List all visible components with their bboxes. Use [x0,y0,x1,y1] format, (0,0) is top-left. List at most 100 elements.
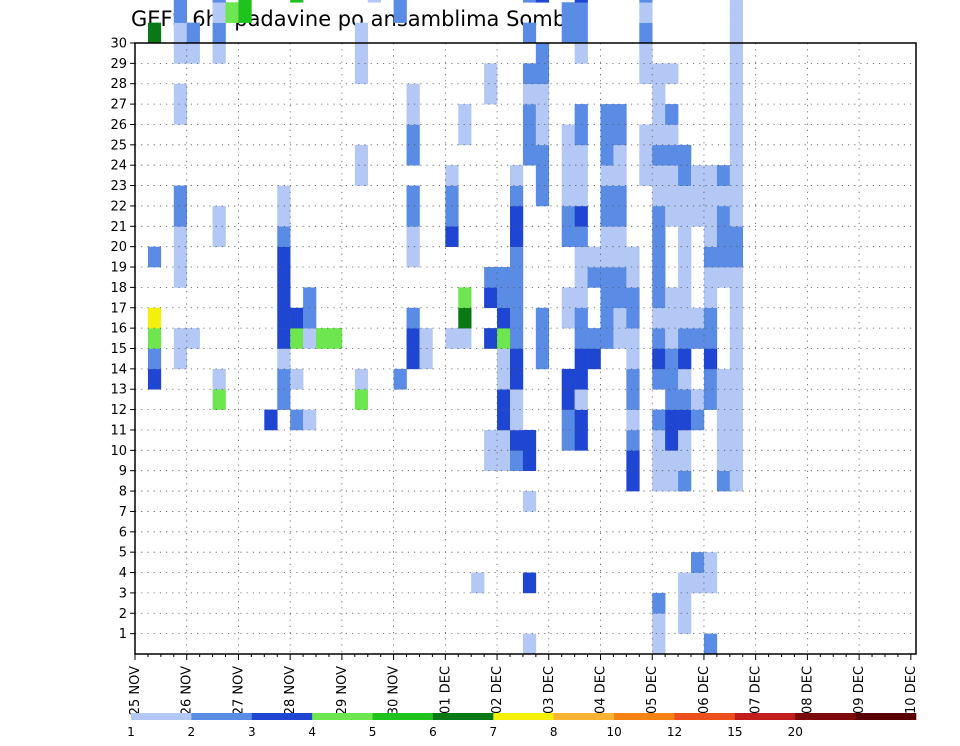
heatmap-cell [729,0,744,3]
heatmap-cell [406,348,420,370]
heatmap-cell [703,205,718,227]
heatmap-cell [316,328,330,349]
heatmap-cell [406,246,420,268]
heatmap-cell [522,429,537,451]
heatmap-cell [678,144,692,166]
heatmap-cell [691,409,705,431]
legend-swatch [312,713,373,720]
heatmap-cell [678,572,692,594]
x-tick-label: 26 NOV [180,666,195,715]
heatmap-cell [173,267,188,288]
heatmap-cell [600,124,614,146]
heatmap-cell [186,328,200,349]
heatmap-cell [303,307,317,329]
y-tick-label: 13 [110,383,127,398]
heatmap-cell [652,307,666,329]
heatmap-cell [652,63,666,85]
heatmap-cell [406,185,420,207]
y-tick-label: 5 [119,546,127,561]
heatmap-cell [354,368,369,390]
heatmap-cell [509,429,524,451]
heatmap-cell [652,613,666,634]
heatmap-cell [535,43,550,64]
heatmap-cell [639,43,653,64]
heatmap-cell [290,409,304,431]
heatmap-cell [626,429,640,451]
heatmap-cell [497,409,511,431]
heatmap-cell [535,0,550,3]
heatmap-cell [652,144,666,166]
x-tick-label: 30 NOV [387,666,402,715]
heatmap-cell [639,144,653,166]
heatmap-cell [561,144,575,166]
y-tick-label: 23 [110,179,127,194]
heatmap-cell [678,328,692,349]
heatmap-cell [173,43,188,64]
heatmap-cell [587,246,601,268]
heatmap-cell [535,144,550,166]
heatmap-cell [212,205,226,227]
heatmap-cell [419,328,433,349]
heatmap-cell [600,104,614,125]
x-tick-label: 09 DEC [852,666,867,714]
legend-label: 2 [188,725,196,739]
heatmap-cell [522,450,537,471]
y-tick-label: 25 [110,138,127,153]
heatmap-cell [212,22,226,44]
heatmap-cell [535,185,550,207]
y-tick-label: 2 [119,607,127,622]
y-tick-label: 21 [110,220,127,235]
heatmap-cell [522,22,537,44]
heatmap-cell [535,328,550,349]
heatmap-cell [147,328,162,349]
x-tick-label: 04 DEC [594,666,609,714]
x-tick-label: 29 NOV [335,666,350,715]
heatmap-cell [665,165,679,186]
heatmap-cell [561,22,575,44]
heatmap-cell [561,185,575,207]
heatmap-cell [277,307,291,329]
heatmap-cell [574,389,588,410]
y-tick-label: 20 [110,240,127,255]
heatmap-cell [574,246,588,268]
heatmap-cell [290,368,304,390]
heatmap-cell [626,450,640,471]
heatmap-cell [354,43,369,64]
heatmap-cell [277,205,291,227]
legend-swatch [191,713,253,720]
heatmap-cell [574,287,588,309]
heatmap-cell [639,22,653,44]
heatmap-cell [665,63,679,85]
heatmap-cell [729,124,744,146]
heatmap-cell [574,226,588,247]
heatmap-cell [406,328,420,349]
heatmap-cell [458,104,472,125]
heatmap-cell [509,348,524,370]
heatmap-cell [703,246,718,268]
heatmap-cell [574,124,588,146]
heatmap-cell [354,389,369,410]
heatmap-cell [484,287,498,309]
heatmap-cell [652,165,666,186]
heatmap-cell [652,287,666,309]
heatmap-cell [445,185,459,207]
legend-swatch [131,713,192,720]
legend-swatch [795,713,856,720]
heatmap-cell [393,368,407,390]
heatmap-cell [574,328,588,349]
heatmap-cell [716,450,731,471]
heatmap-cell [458,328,472,349]
heatmap-cell [277,287,291,309]
heatmap-cell [173,104,188,125]
heatmap-cell [613,165,627,186]
heatmap-cell [535,104,550,125]
heatmap-cell [225,2,239,23]
heatmap-cell [367,0,381,3]
heatmap-cell [716,226,731,247]
y-tick-label: 19 [110,261,127,276]
heatmap-cell [509,307,524,329]
x-tick-label: 10 DEC [904,666,919,714]
heatmap-cell [703,633,718,655]
heatmap-cell [561,368,575,390]
heatmap-cell [729,226,744,247]
